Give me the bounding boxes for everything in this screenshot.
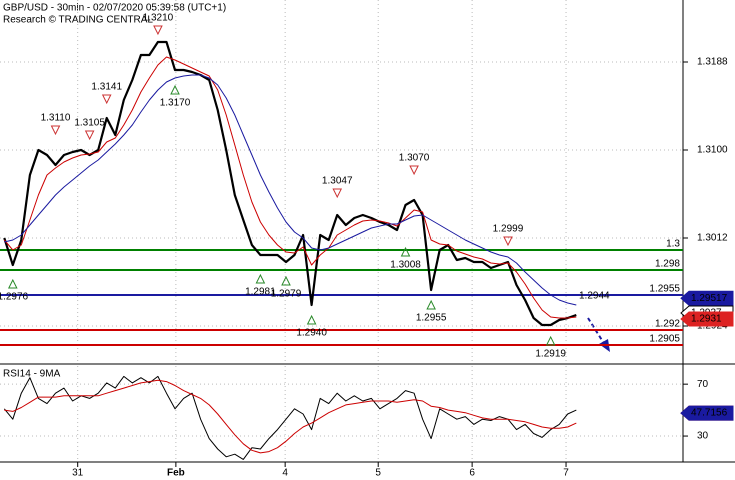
low-marker bbox=[426, 299, 436, 310]
high-marker bbox=[84, 130, 95, 141]
low-marker bbox=[306, 314, 317, 325]
price-tag-label: 1.2931 bbox=[691, 314, 722, 325]
level-label: 1.292 bbox=[655, 319, 680, 330]
level-label: 1.2905 bbox=[649, 334, 680, 345]
panel-title: RSI14 - 9MA bbox=[3, 369, 61, 380]
marker-label: 1.3105 bbox=[74, 118, 105, 129]
marker-label: 1.2976 bbox=[0, 292, 29, 303]
low-marker bbox=[7, 278, 18, 289]
series-line bbox=[4, 74, 577, 306]
price-tag-label: 1.29517 bbox=[691, 293, 728, 304]
x-tick-label: 5 bbox=[375, 468, 381, 479]
low-marker bbox=[255, 273, 266, 284]
marker-label: 1.2955 bbox=[416, 313, 447, 324]
y-tick-label: 1.3100 bbox=[697, 145, 728, 156]
price-tag bbox=[680, 290, 734, 306]
marker-label: 1.3047 bbox=[322, 176, 353, 187]
series-line bbox=[3, 56, 577, 319]
marker-label: 1.2944 bbox=[579, 291, 610, 302]
series-line bbox=[3, 40, 577, 327]
chart-subtitle: Research © TRADING CENTRAL bbox=[3, 15, 153, 26]
marker-label: 1.3008 bbox=[390, 260, 421, 271]
level-label: 1.298 bbox=[655, 259, 680, 270]
marker-label: 1.2999 bbox=[493, 224, 524, 235]
chart-title: GBP/USD - 30min - 02/07/2020 05:39:58 (U… bbox=[3, 3, 226, 14]
marker-label: 1.3170 bbox=[160, 98, 191, 109]
level-label: 1.2955 bbox=[649, 284, 680, 295]
marker-label: 1.2981 bbox=[245, 287, 276, 298]
high-marker bbox=[503, 236, 513, 247]
y-tick-label: 70 bbox=[697, 379, 709, 390]
high-marker bbox=[153, 25, 163, 36]
marker-label: 1.2940 bbox=[296, 328, 327, 339]
marker-label: 1.3110 bbox=[41, 113, 71, 124]
series-line bbox=[4, 379, 577, 454]
high-marker bbox=[409, 165, 419, 176]
price-tag-label: 47.7156 bbox=[691, 408, 728, 419]
series-line bbox=[3, 375, 577, 460]
low-marker bbox=[545, 335, 556, 346]
high-marker bbox=[101, 94, 112, 105]
marker-label: 1.2979 bbox=[271, 289, 302, 300]
y-tick-label: 1.3188 bbox=[697, 57, 728, 68]
y-tick-label: 30 bbox=[697, 431, 709, 442]
price-tag bbox=[680, 311, 734, 327]
marker-label: 1.3070 bbox=[399, 153, 430, 164]
price-tag bbox=[680, 405, 734, 421]
marker-label: 1.3210 bbox=[143, 13, 174, 24]
x-tick-label: 31 bbox=[72, 468, 84, 479]
marker-label: 1.2919 bbox=[535, 349, 566, 360]
marker-label: 1.3141 bbox=[91, 82, 122, 93]
high-marker bbox=[50, 125, 61, 136]
high-marker bbox=[332, 188, 343, 199]
y-tick-label: 1.3012 bbox=[697, 233, 728, 244]
x-tick-label: 4 bbox=[282, 468, 288, 479]
x-tick-label: 7 bbox=[563, 468, 569, 479]
level-label: 1.3 bbox=[666, 239, 680, 250]
x-tick-label: Feb bbox=[167, 468, 185, 479]
x-tick-label: 6 bbox=[469, 468, 475, 479]
low-marker bbox=[400, 246, 411, 257]
low-marker bbox=[170, 84, 180, 95]
low-marker bbox=[281, 275, 291, 286]
